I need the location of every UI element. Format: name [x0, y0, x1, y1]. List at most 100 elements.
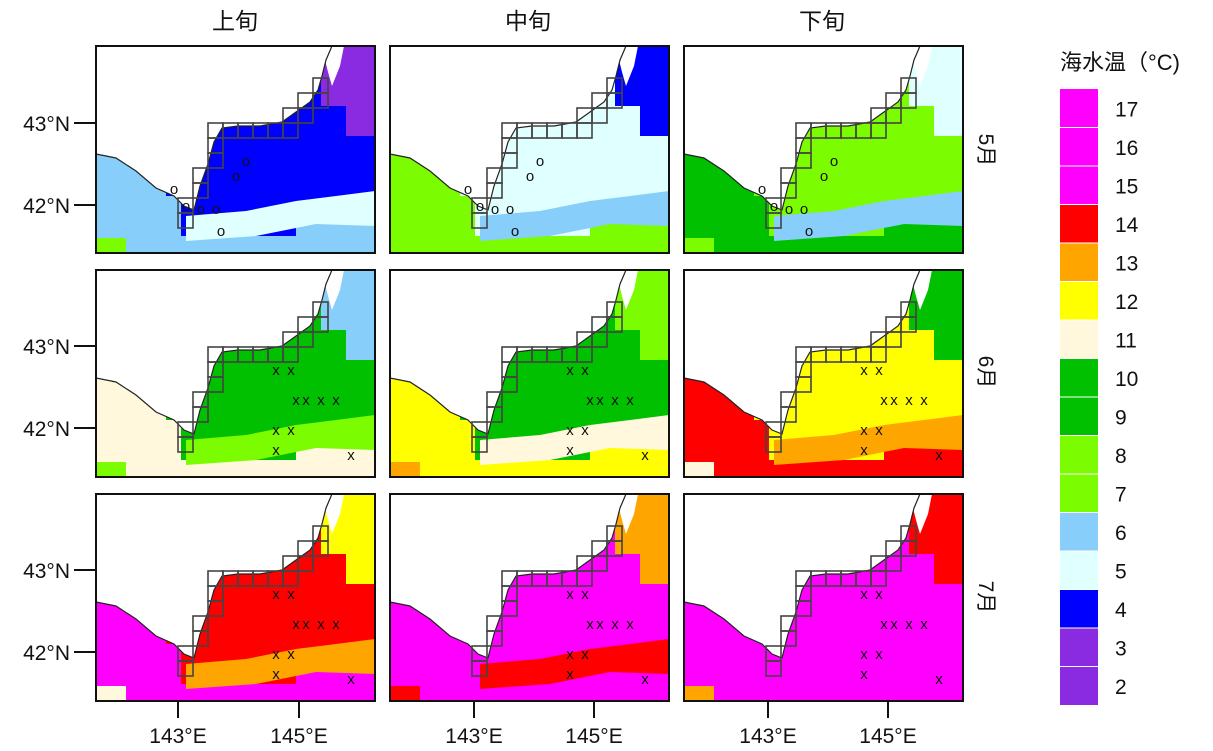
cross-marker: x — [875, 362, 883, 379]
land-hokkaido — [684, 270, 920, 434]
legend-swatch-14 — [1060, 204, 1098, 243]
legend-swatch-16 — [1060, 127, 1098, 166]
cross-marker: x — [581, 646, 589, 663]
panel-frame — [95, 493, 376, 702]
legend-swatch-4 — [1060, 589, 1098, 628]
circle-marker: o — [830, 153, 838, 170]
legend-swatch-15 — [1060, 166, 1098, 205]
cross-marker: x — [566, 422, 574, 439]
column-header-mid: 中旬 — [505, 8, 551, 34]
survey-cell — [900, 77, 917, 94]
circle-marker: o — [758, 181, 766, 198]
legend-swatch-9 — [1060, 397, 1098, 436]
survey-cell — [900, 525, 917, 542]
coastline — [96, 46, 333, 211]
cross-marker: x — [332, 392, 340, 409]
legend-swatch-8 — [1060, 435, 1098, 474]
legend-label-16: 16 — [1115, 137, 1138, 160]
survey-cell — [900, 301, 917, 318]
coastline — [684, 270, 921, 435]
cross-marker: x — [272, 586, 280, 603]
survey-cell — [765, 212, 782, 229]
circle-marker: o — [785, 201, 793, 218]
survey-cell — [312, 525, 329, 542]
land-hokkaido — [684, 46, 920, 210]
lon-tick-145-col1: 145°E — [270, 725, 327, 748]
cross-marker: x — [920, 392, 928, 409]
legend-label-12: 12 — [1115, 291, 1138, 314]
legend-label-14: 14 — [1115, 214, 1139, 237]
cross-marker: x — [581, 586, 589, 603]
legend-swatch-17 — [1060, 89, 1098, 128]
land-peninsula — [618, 494, 638, 534]
legend-label-8: 8 — [1115, 445, 1127, 468]
cross-marker: x — [860, 646, 868, 663]
cross-marker: x — [347, 447, 355, 464]
latitude-axis: 43°N 42°N 43°N 42°N 43°N 42°N — [23, 113, 96, 665]
cross-marker: x — [920, 616, 928, 633]
row-label-may: 5月 — [974, 134, 997, 167]
legend: 海水温（°C) 17 16 15 14 13 12 11 10 9 8 7 6 5 4 3 2 — [1060, 50, 1180, 705]
survey-cell — [192, 167, 209, 184]
lon-tick-145-col3: 145°E — [859, 725, 916, 748]
lat-tick-42-row1: 42°N — [23, 195, 70, 218]
cross-marker: x — [272, 666, 280, 683]
cross-marker: x — [566, 666, 574, 683]
cross-marker: x — [860, 362, 868, 379]
longitude-axis: 143°E 145°E 143°E 145°E 143°E 145°E — [149, 698, 917, 748]
circle-marker: o — [464, 181, 472, 198]
sea-shelf-band — [186, 415, 375, 465]
legend-label-2: 2 — [1115, 676, 1127, 699]
land-hokkaido — [390, 494, 626, 658]
panel-frame — [683, 493, 964, 702]
land-hokkaido — [96, 270, 332, 434]
cross-marker: x — [935, 447, 943, 464]
cross-marker: x — [272, 422, 280, 439]
coastline — [96, 494, 333, 659]
legend-label-6: 6 — [1115, 522, 1127, 545]
legend-label-13: 13 — [1115, 252, 1138, 275]
lon-tick-145-col2: 145°E — [565, 725, 622, 748]
sea-edge-cell — [96, 462, 126, 477]
coastline — [390, 494, 627, 659]
cross-marker: x — [566, 646, 574, 663]
circle-marker: o — [805, 223, 813, 240]
cross-marker: x — [880, 616, 888, 633]
lat-tick-42-row3: 42°N — [23, 642, 70, 665]
panel-frame — [95, 269, 376, 478]
lon-tick-143-col2: 143°E — [445, 725, 502, 748]
circle-marker: o — [820, 168, 828, 185]
panel-frame — [389, 45, 670, 254]
circle-marker: o — [197, 201, 205, 218]
panel-frame — [683, 45, 964, 254]
panel-frame — [95, 45, 376, 254]
sea-edge-cell — [390, 686, 420, 701]
coastline — [390, 270, 627, 435]
cross-marker: x — [287, 422, 295, 439]
circle-marker: o — [491, 201, 499, 218]
survey-cell — [177, 436, 194, 453]
cross-marker: x — [880, 392, 888, 409]
coastline — [684, 494, 921, 659]
circle-marker: o — [242, 153, 250, 170]
sea-shelf-band — [774, 415, 963, 465]
land-peninsula — [324, 494, 344, 534]
cross-marker: x — [641, 671, 649, 688]
legend-label-15: 15 — [1115, 175, 1138, 198]
sea-shelf-band — [480, 191, 669, 241]
legend-label-17: 17 — [1115, 98, 1138, 121]
cross-marker: x — [626, 616, 634, 633]
cross-marker: x — [860, 586, 868, 603]
cross-marker: x — [905, 616, 913, 633]
cross-marker: x — [626, 392, 634, 409]
sea-shelf-band — [186, 191, 375, 241]
cross-marker: x — [272, 362, 280, 379]
survey-cell — [471, 660, 488, 677]
legend-label-10: 10 — [1115, 368, 1138, 391]
legend-swatch-3 — [1060, 628, 1098, 667]
legend-label-4: 4 — [1115, 599, 1127, 622]
cross-marker: x — [581, 422, 589, 439]
legend-title: 海水温（°C) — [1060, 50, 1180, 75]
